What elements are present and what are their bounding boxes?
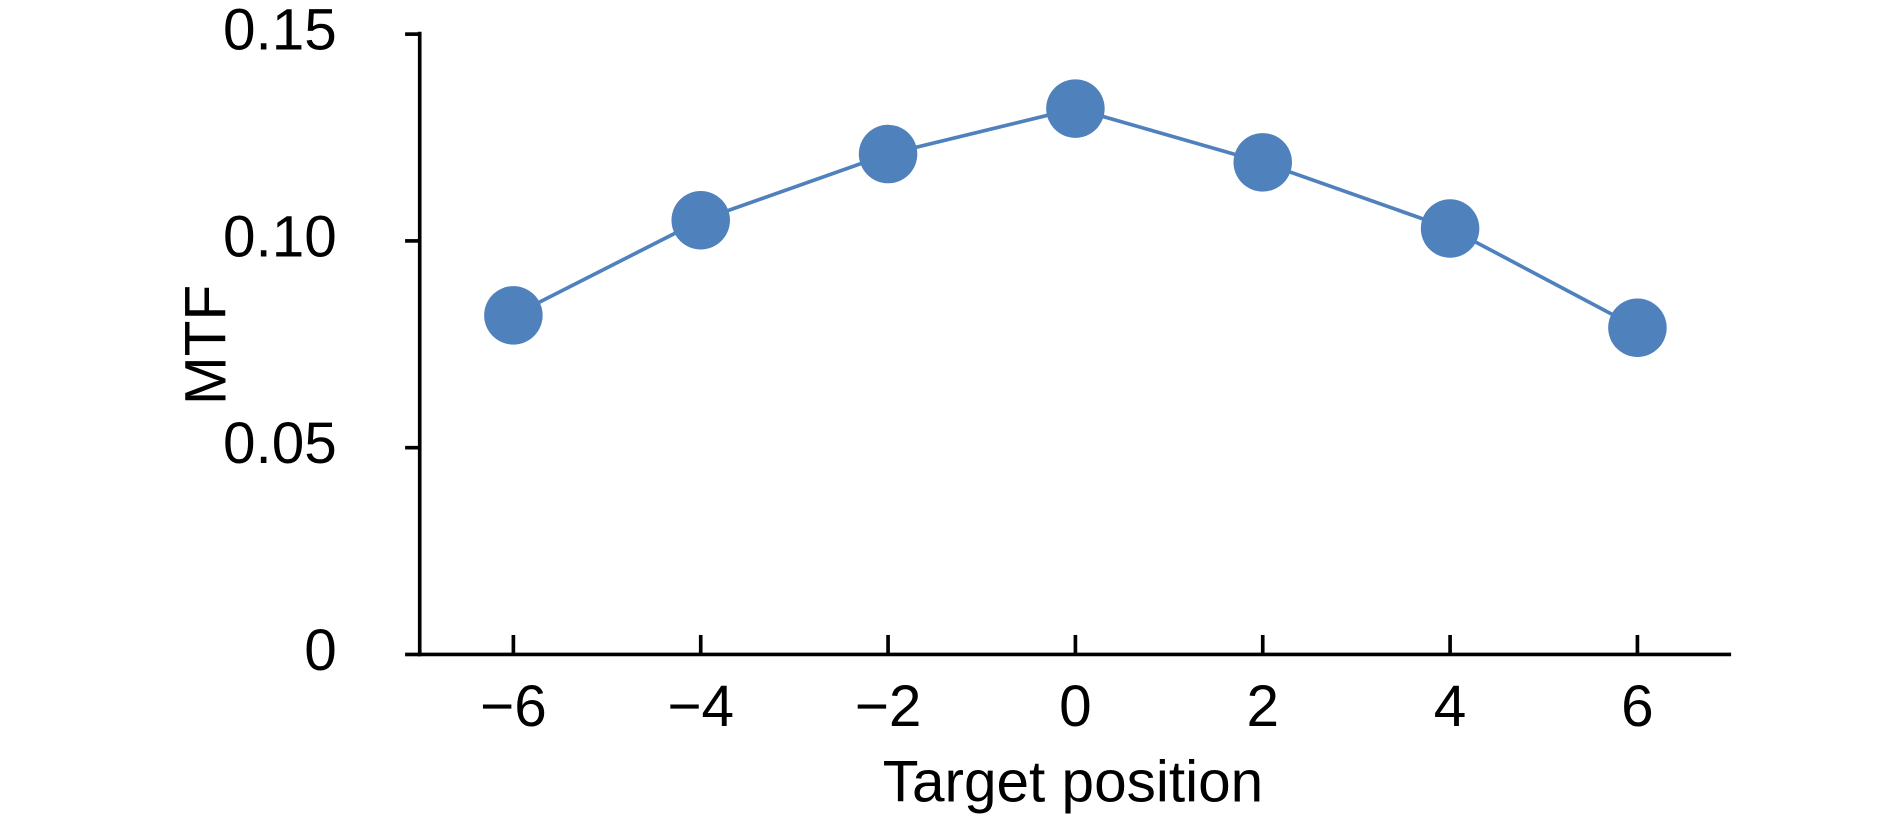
y-tick-label: 0 — [304, 618, 337, 683]
marker — [671, 190, 730, 250]
marker — [1608, 298, 1667, 358]
marker — [1046, 79, 1105, 138]
x-tick-label: −2 — [855, 674, 922, 739]
marker — [858, 124, 918, 184]
marker — [1233, 133, 1292, 192]
x-tick-label: −6 — [480, 674, 547, 739]
x-tick-label: 6 — [1621, 674, 1654, 739]
y-tick-label: 0.05 — [223, 411, 337, 476]
x-tick-label: 2 — [1246, 674, 1279, 739]
x-tick-label: 0 — [1059, 674, 1092, 739]
y-tick-label: 0.15 — [223, 0, 337, 63]
y-axis-label: MTF — [174, 285, 239, 405]
x-axis-label: Target position — [883, 750, 1263, 815]
marker — [484, 286, 543, 345]
y-tick-label: 0.10 — [223, 204, 337, 269]
x-tick-label: −4 — [667, 674, 734, 739]
x-tick-label: 4 — [1434, 674, 1467, 739]
marker — [1420, 199, 1480, 258]
